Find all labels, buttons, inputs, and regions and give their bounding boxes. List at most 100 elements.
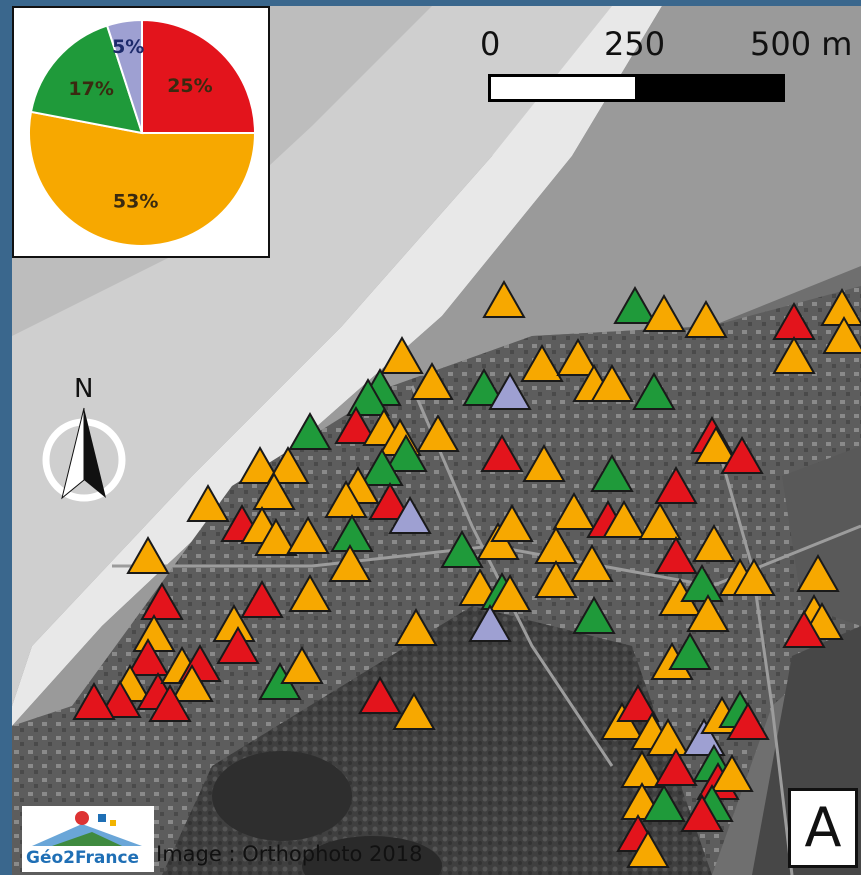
triangle-marker-icon (186, 483, 230, 522)
triangle-marker-icon (632, 371, 676, 410)
pie-slice-53pct (28, 110, 257, 247)
triangle-marker-icon (772, 301, 816, 340)
triangle-marker-icon (534, 559, 578, 598)
triangle-marker-icon (684, 299, 728, 338)
triangle-marker-icon (710, 753, 754, 792)
triangle-marker-icon (482, 279, 526, 318)
triangle-marker-icon (556, 337, 600, 376)
triangle-marker-icon (552, 491, 596, 530)
triangle-marker-icon (346, 377, 390, 416)
triangle-marker-icon (468, 603, 512, 642)
triangle-marker-icon (286, 515, 330, 554)
triangle-marker-icon (616, 683, 660, 722)
aerial-map[interactable]: 25% 53% 17% 5% 0 250 500 m N (12, 6, 861, 875)
triangle-marker-icon (692, 523, 736, 562)
triangle-marker-icon (654, 535, 698, 574)
triangle-marker-icon (98, 679, 142, 718)
triangle-marker-icon (680, 793, 724, 832)
scale-label-0: 0 (480, 25, 501, 63)
pie-slice-25pct (141, 18, 257, 134)
triangle-marker-icon (334, 405, 378, 444)
north-arrow-icon (42, 407, 126, 502)
scale-bar: 0 250 500 m (478, 24, 858, 104)
triangle-marker-icon (380, 335, 424, 374)
scale-segment-black (635, 74, 785, 102)
triangle-marker-icon (488, 371, 532, 410)
triangle-marker-icon (638, 501, 682, 540)
triangle-marker-icon (238, 445, 282, 484)
triangle-marker-icon (394, 607, 438, 646)
logo-text: Géo2France (26, 848, 140, 868)
triangle-marker-icon (488, 573, 532, 612)
triangle-marker-icon (732, 557, 776, 596)
triangle-marker-icon (626, 829, 670, 868)
triangle-marker-icon (388, 495, 432, 534)
triangle-marker-icon (288, 411, 332, 450)
pie-chart-inset: 25% 53% 17% 5% (12, 6, 270, 258)
triangle-marker-icon (642, 783, 686, 822)
triangle-marker-icon (490, 503, 534, 542)
triangle-marker-icon (654, 747, 698, 786)
triangle-marker-icon (358, 675, 402, 714)
triangle-marker-icon (590, 363, 634, 402)
triangle-marker-icon (570, 543, 614, 582)
triangle-marker-icon (654, 465, 698, 504)
north-letter: N (74, 374, 94, 404)
triangle-marker-icon (534, 525, 578, 564)
triangle-marker-icon (440, 529, 484, 568)
triangle-marker-icon (590, 453, 634, 492)
pie-label-25pct: 25% (167, 75, 212, 97)
triangle-marker-icon (72, 681, 116, 720)
triangle-marker-icon (126, 535, 170, 574)
triangle-marker-icon (328, 543, 372, 582)
triangle-marker-icon (520, 343, 564, 382)
triangle-marker-icon (572, 595, 616, 634)
triangle-marker-icon (360, 447, 404, 486)
triangle-marker-icon (822, 315, 861, 354)
pie-chart: 25% 53% 17% 5% (28, 18, 257, 247)
triangle-marker-icon (216, 625, 260, 664)
triangle-marker-icon (522, 443, 566, 482)
observation-markers (72, 279, 861, 868)
triangle-marker-icon (416, 413, 460, 452)
geo2france-logo-icon (32, 811, 142, 846)
triangle-marker-icon (462, 367, 506, 406)
triangle-marker-icon (324, 479, 368, 518)
triangle-marker-icon (772, 335, 816, 374)
triangle-marker-icon (148, 683, 192, 722)
triangle-marker-icon (613, 285, 657, 324)
triangle-marker-icon (782, 609, 826, 648)
triangle-marker-icon (686, 593, 730, 632)
triangle-marker-icon (170, 663, 214, 702)
pie-label-17pct: 17% (68, 78, 113, 100)
scale-segment-white (488, 74, 638, 102)
triangle-marker-icon (680, 563, 724, 602)
triangle-marker-icon (132, 613, 176, 652)
triangle-marker-icon (280, 645, 324, 684)
scale-label-250: 250 (604, 25, 666, 63)
pie-slice-17pct (29, 24, 144, 135)
north-arrow: N (30, 374, 130, 514)
geo2france-logo: Géo2France (22, 806, 154, 872)
triangle-marker-icon (384, 433, 428, 472)
triangle-marker-icon (140, 581, 184, 620)
triangle-marker-icon (820, 287, 861, 326)
scale-label-500: 500 m (750, 25, 853, 63)
triangle-marker-icon (480, 433, 524, 472)
triangle-marker-icon (646, 717, 690, 756)
triangle-marker-icon (694, 425, 738, 464)
image-credit: Image : Orthophoto 2018 (156, 842, 423, 866)
triangle-marker-icon (254, 517, 298, 556)
pie-slice-5pct (105, 18, 143, 134)
triangle-marker-icon (288, 573, 332, 612)
triangle-marker-icon (620, 749, 664, 788)
triangle-marker-icon (240, 579, 284, 618)
triangle-marker-icon (252, 471, 296, 510)
triangle-marker-icon (668, 631, 712, 670)
triangle-marker-icon (266, 445, 310, 484)
triangle-marker-icon (720, 435, 764, 474)
triangle-marker-icon (796, 553, 840, 592)
panel-letter: A (788, 788, 858, 868)
triangle-marker-icon (126, 637, 170, 676)
